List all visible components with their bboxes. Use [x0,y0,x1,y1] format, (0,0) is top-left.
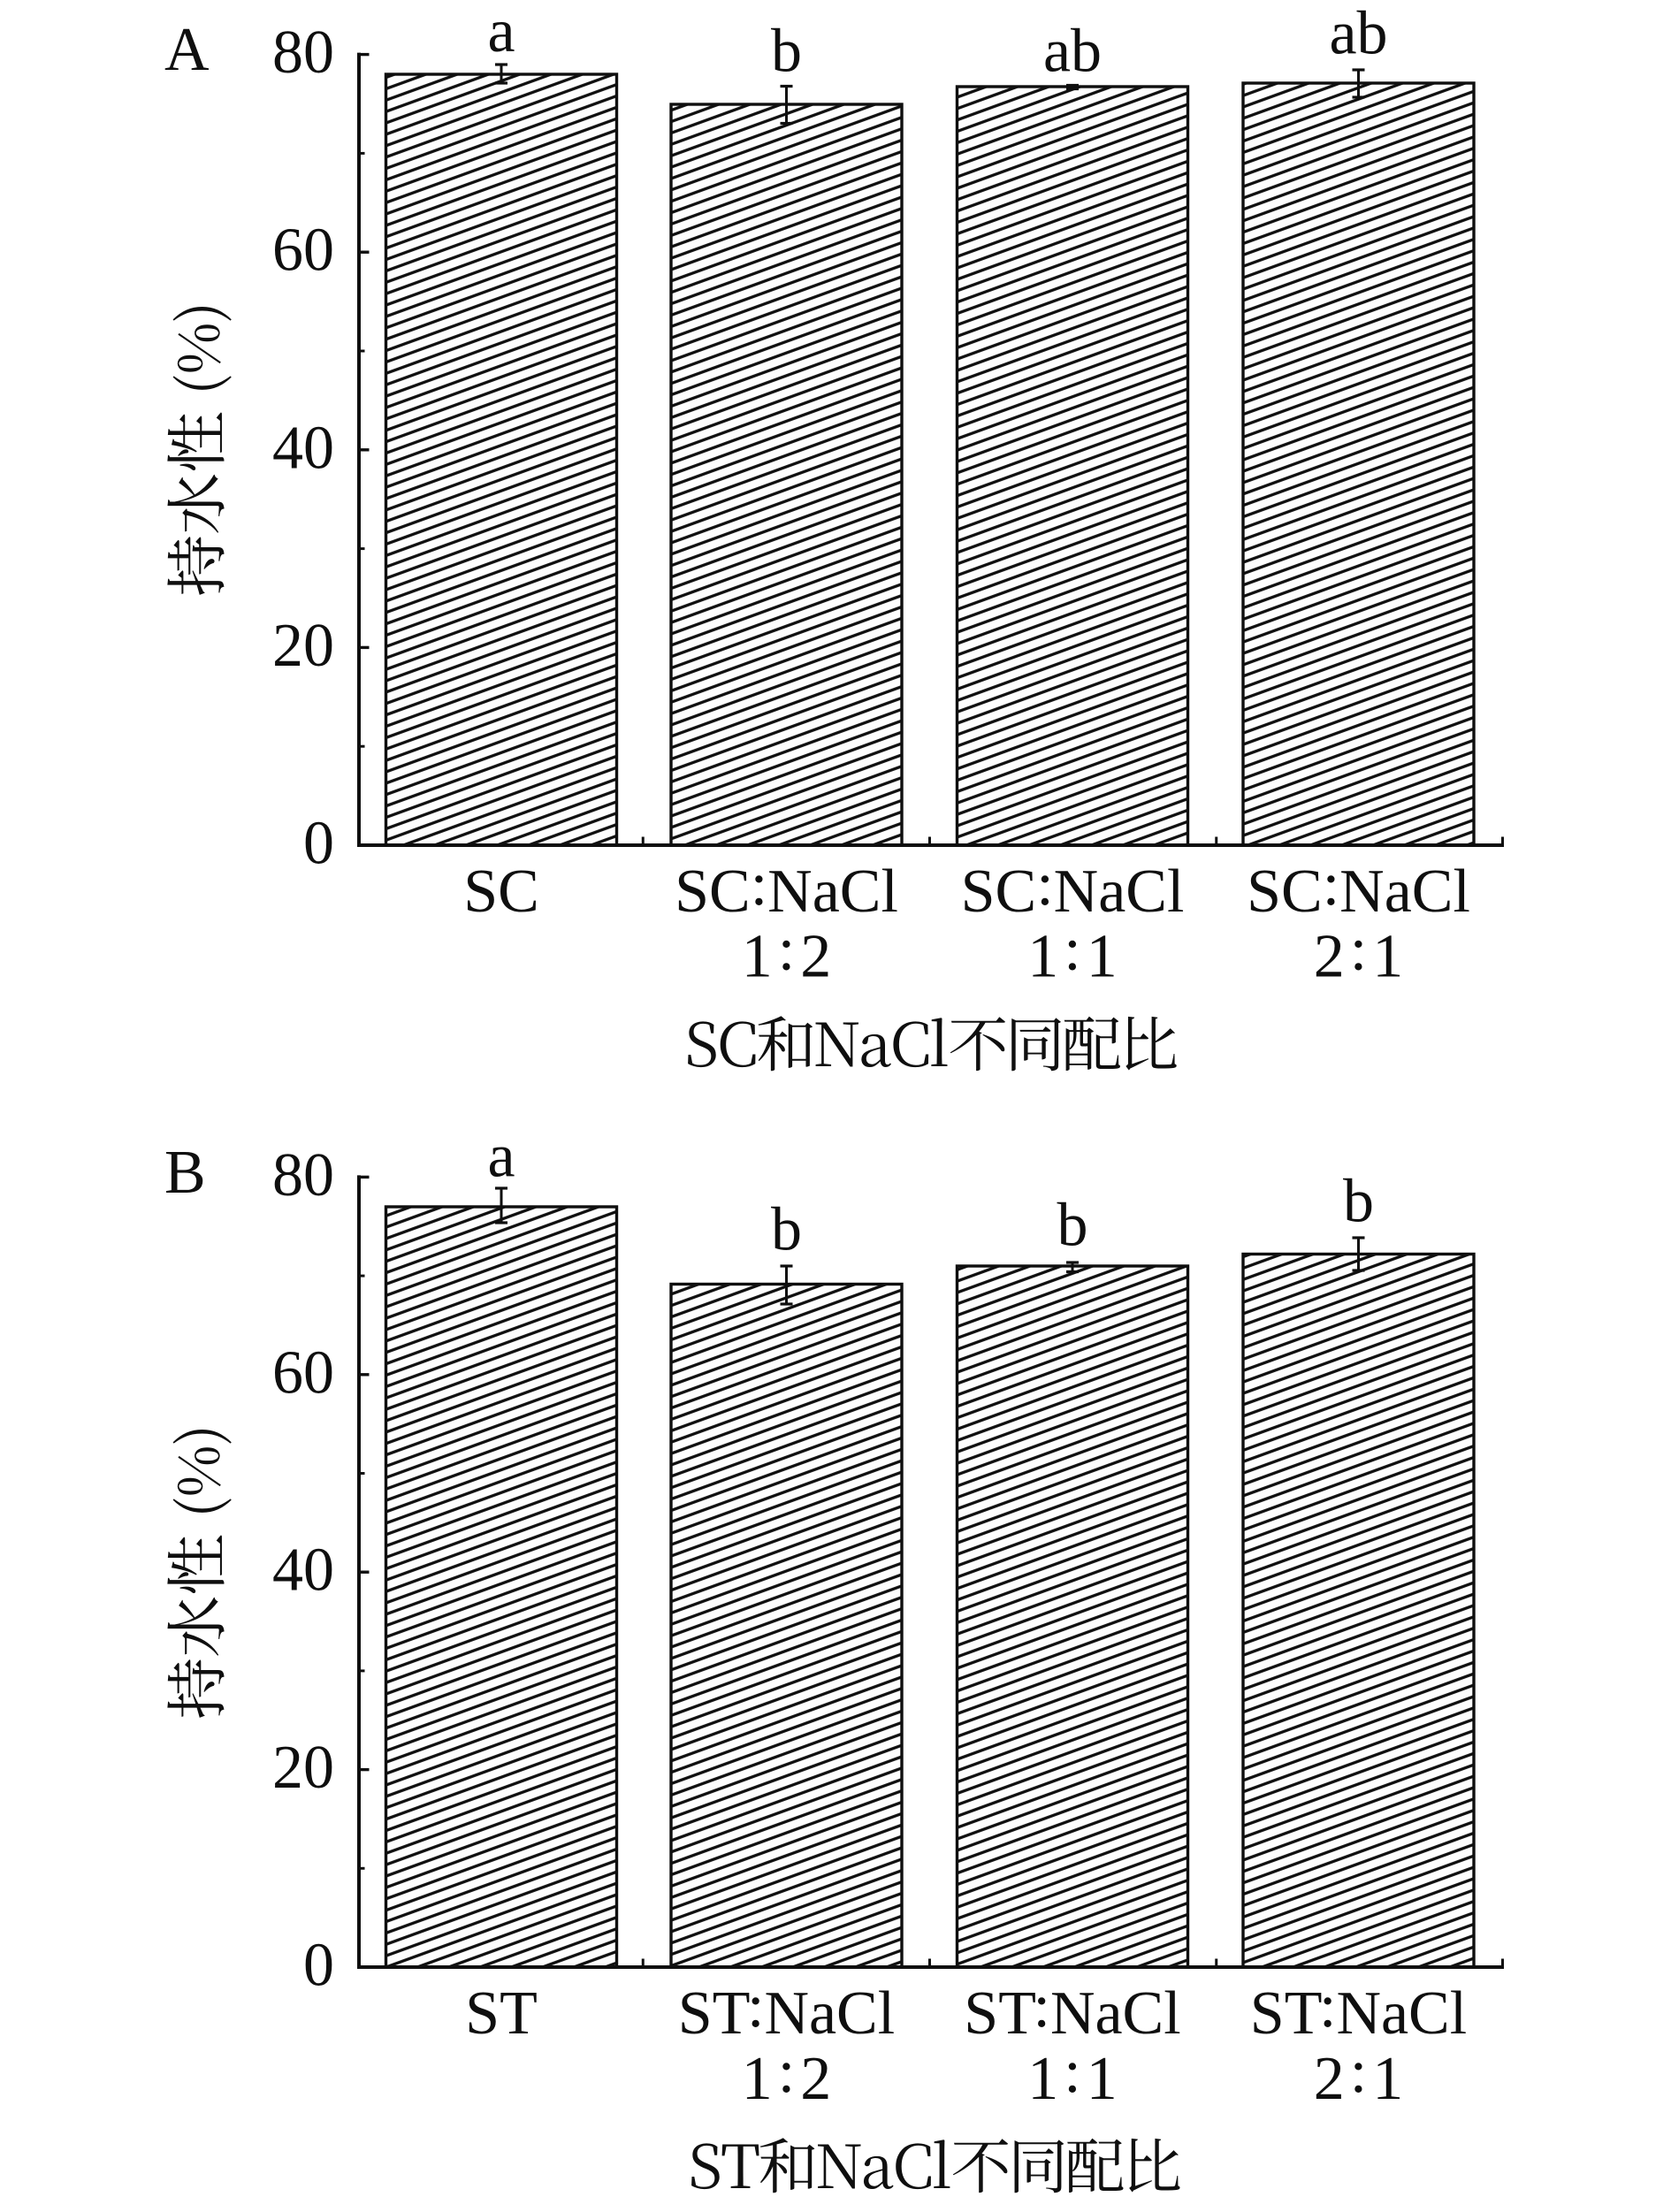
svg-text:2:1: 2:1 [1314,916,1403,991]
svg-text:1:2: 1:2 [742,916,831,991]
svg-text:20: 20 [272,1734,334,1802]
svg-text:A: A [164,16,210,84]
svg-text:40: 40 [272,414,334,482]
svg-text:SC: SC [463,858,539,926]
svg-text:a: a [487,1123,515,1191]
svg-text:b: b [771,1196,802,1264]
svg-text:ST:NaCl: ST:NaCl [678,1972,895,2048]
svg-text:1:1: 1:1 [1027,916,1117,991]
svg-text:60: 60 [272,1339,334,1407]
svg-text:ST:NaCl: ST:NaCl [964,1972,1180,2048]
svg-text:B: B [164,1139,206,1207]
svg-text:40: 40 [272,1537,334,1605]
svg-text:80: 80 [272,1141,334,1209]
svg-text:ab: ab [1329,0,1387,68]
svg-text:20: 20 [272,612,334,680]
svg-text:SC:NaCl: SC:NaCl [961,850,1185,926]
svg-text:b: b [771,18,802,86]
svg-text:0: 0 [303,810,334,878]
svg-text:b: b [1057,1192,1088,1260]
svg-text:60: 60 [272,217,334,285]
svg-text:0: 0 [303,1932,334,2000]
svg-text:1:1: 1:1 [1027,2038,1117,2113]
svg-text:2:1: 2:1 [1314,2038,1403,2113]
svg-text:b: b [1343,1168,1374,1236]
svg-text:SC:NaCl: SC:NaCl [675,850,898,926]
svg-text:SC:NaCl: SC:NaCl [1247,850,1470,926]
svg-text:a: a [487,0,515,65]
svg-text:ST:NaCl: ST:NaCl [1250,1972,1467,2048]
svg-text:ST: ST [465,1979,538,2048]
svg-text:1:2: 1:2 [742,2038,831,2113]
svg-text:80: 80 [272,19,334,87]
svg-text:ab: ab [1043,18,1102,86]
